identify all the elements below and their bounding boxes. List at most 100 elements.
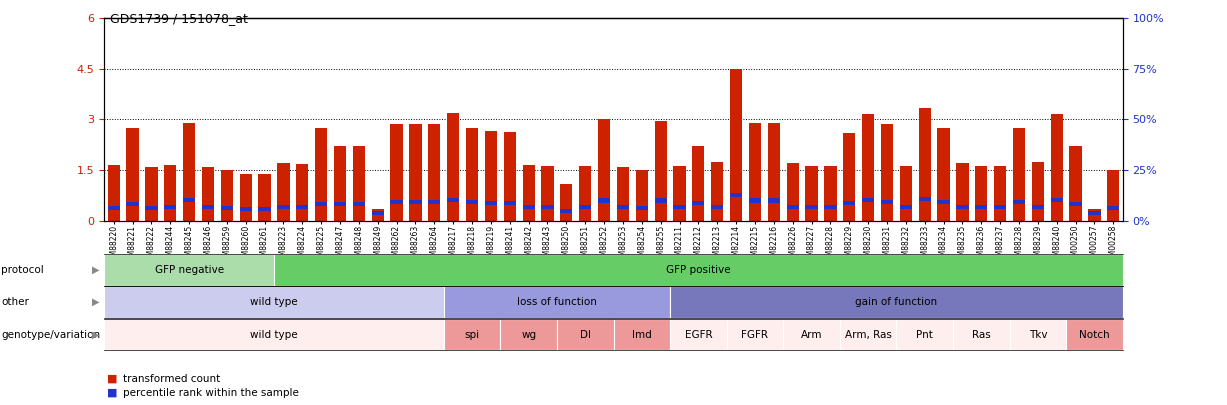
Bar <box>447 113 459 221</box>
Bar <box>503 201 515 205</box>
Bar <box>372 209 384 221</box>
Text: GFP negative: GFP negative <box>155 265 223 275</box>
Text: Arm: Arm <box>801 330 822 339</box>
Bar <box>899 205 912 209</box>
Bar <box>315 202 328 206</box>
Text: wild type: wild type <box>250 330 298 339</box>
Bar <box>353 147 364 221</box>
Bar <box>636 206 648 210</box>
Bar <box>839 319 897 350</box>
Bar <box>221 206 233 210</box>
Bar <box>296 205 308 209</box>
Bar <box>108 165 120 221</box>
Bar <box>296 164 308 221</box>
Bar <box>712 205 724 209</box>
Bar <box>1070 202 1082 206</box>
Text: Arm, Ras: Arm, Ras <box>844 330 892 339</box>
Bar <box>1050 115 1063 221</box>
Bar <box>843 133 855 221</box>
Bar <box>748 198 761 202</box>
Bar <box>617 205 629 209</box>
Bar <box>843 201 855 205</box>
Bar <box>1088 211 1101 215</box>
Bar <box>428 200 440 204</box>
Bar <box>183 123 195 221</box>
Bar <box>390 124 402 221</box>
Bar <box>670 286 1123 318</box>
Bar <box>259 207 271 211</box>
Bar <box>881 200 893 204</box>
Bar <box>334 202 346 206</box>
Bar <box>501 319 557 350</box>
Bar <box>557 319 614 350</box>
Bar <box>1032 162 1044 221</box>
Bar <box>692 201 704 205</box>
Bar <box>541 166 553 221</box>
Text: percentile rank within the sample: percentile rank within the sample <box>123 388 298 398</box>
Bar <box>561 209 573 213</box>
Bar <box>1012 200 1025 204</box>
Bar <box>485 201 497 205</box>
Bar <box>259 174 271 221</box>
Text: other: other <box>1 297 29 307</box>
Bar <box>126 128 139 221</box>
Bar <box>390 200 402 204</box>
Bar <box>897 319 953 350</box>
Bar <box>881 124 893 221</box>
Bar <box>485 131 497 221</box>
Bar <box>614 319 670 350</box>
Bar <box>975 205 988 209</box>
Bar <box>410 124 422 221</box>
Bar <box>598 119 610 221</box>
Bar <box>598 198 610 202</box>
Bar <box>428 124 440 221</box>
Bar <box>561 183 573 221</box>
Bar <box>825 166 837 221</box>
Text: ▶: ▶ <box>92 265 99 275</box>
Bar <box>712 162 724 221</box>
Text: Ras: Ras <box>972 330 990 339</box>
Text: ▶: ▶ <box>92 330 99 339</box>
Bar <box>726 319 783 350</box>
Bar <box>372 211 384 215</box>
Text: Dl: Dl <box>579 330 590 339</box>
Bar <box>523 205 535 209</box>
Text: protocol: protocol <box>1 265 44 275</box>
Bar <box>783 319 839 350</box>
Bar <box>899 166 912 221</box>
Bar <box>787 163 799 221</box>
Text: wg: wg <box>521 330 536 339</box>
Bar <box>104 286 444 318</box>
Bar <box>919 197 931 201</box>
Bar <box>183 198 195 202</box>
Bar <box>674 205 686 209</box>
Bar <box>447 198 459 202</box>
Bar <box>239 174 252 221</box>
Bar <box>1107 206 1119 210</box>
Bar <box>444 319 501 350</box>
Bar <box>730 69 742 221</box>
Bar <box>274 254 1123 286</box>
Bar <box>863 115 874 221</box>
Bar <box>104 319 444 350</box>
Bar <box>104 254 274 286</box>
Bar <box>202 205 215 209</box>
Bar <box>768 123 780 221</box>
Bar <box>277 163 290 221</box>
Bar <box>654 121 666 221</box>
Bar <box>863 198 874 202</box>
Bar <box>636 170 648 221</box>
Bar <box>692 147 704 221</box>
Bar <box>164 165 177 221</box>
Text: Tkv: Tkv <box>1028 330 1047 339</box>
Bar <box>730 194 742 198</box>
Bar <box>975 166 988 221</box>
Bar <box>937 200 950 204</box>
Bar <box>315 128 328 221</box>
Bar <box>1088 209 1101 221</box>
Bar <box>108 206 120 210</box>
Bar <box>748 123 761 221</box>
Bar <box>523 165 535 221</box>
Bar <box>670 319 726 350</box>
Bar <box>805 166 817 221</box>
